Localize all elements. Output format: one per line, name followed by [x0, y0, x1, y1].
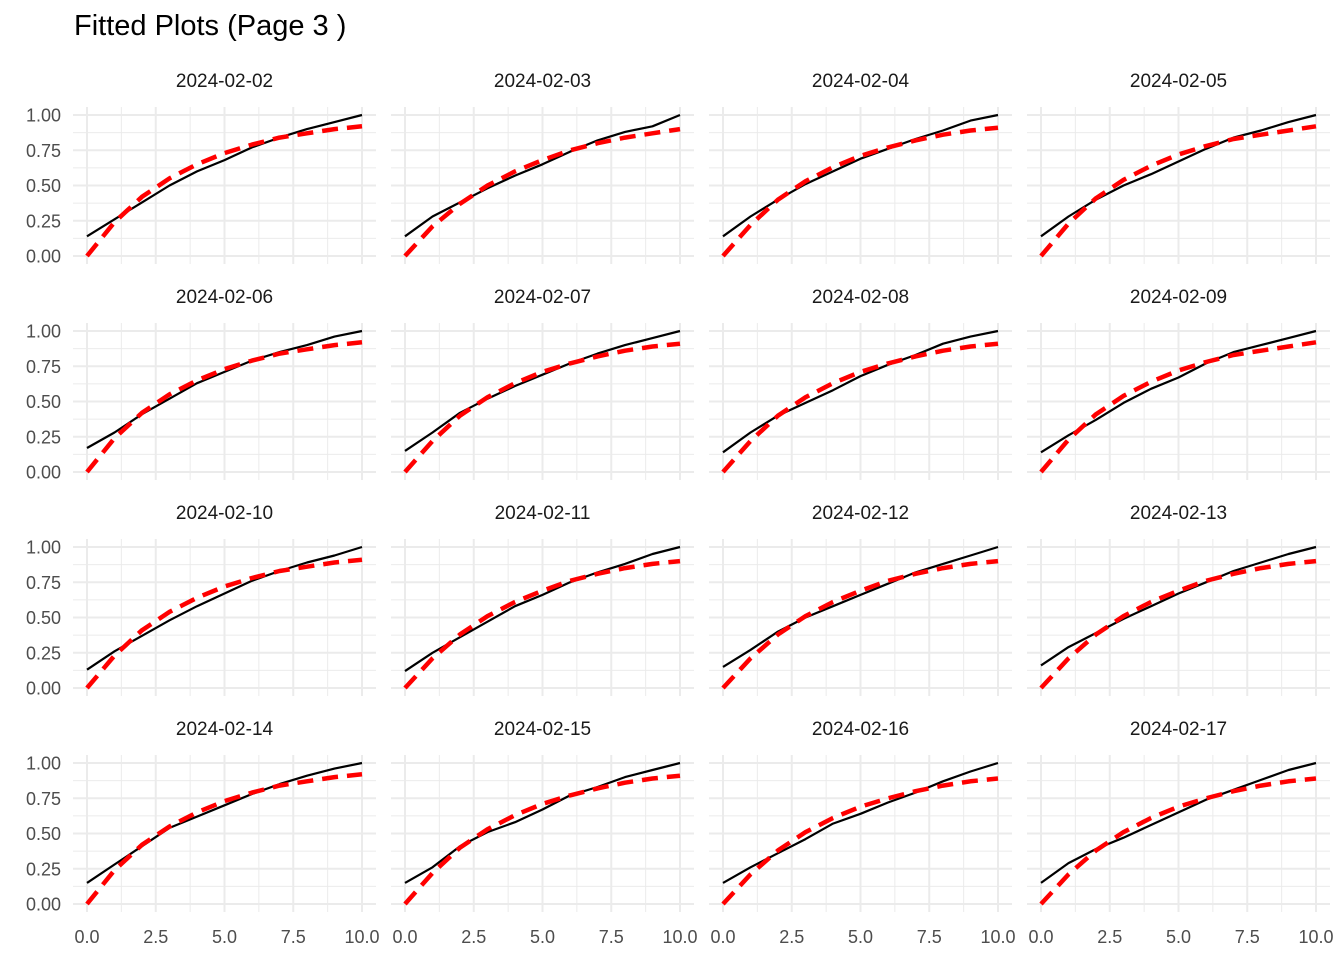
facet-panel: 2024-02-14 0.00 0.25 0.50 0.75 1.00 0.0 2.5 5.0 7…: [26, 719, 380, 947]
facet-panel: 2024-02-11: [391, 503, 694, 696]
y-tick-label: 1.00: [26, 538, 61, 558]
y-tick-label: 1.00: [26, 322, 61, 342]
y-tick-label: 0.50: [26, 176, 61, 196]
y-tick-label: 0.25: [26, 643, 61, 663]
x-tick-label: 10.0: [1298, 927, 1333, 947]
facet-label: 2024-02-13: [1130, 503, 1227, 524]
facet-label: 2024-02-03: [494, 71, 591, 92]
y-tick-label: 0.75: [26, 357, 61, 377]
y-tick-label: 1.00: [26, 754, 61, 774]
x-tick-label: 10.0: [980, 927, 1015, 947]
x-tick-label: 10.0: [344, 927, 379, 947]
y-tick-label: 0.75: [26, 573, 61, 593]
x-tick-label: 5.0: [530, 927, 555, 947]
facet-panel: 2024-02-03: [391, 71, 694, 264]
facet-label: 2024-02-11: [495, 503, 591, 524]
x-tick-label: 7.5: [281, 927, 306, 947]
facet-panel: 2024-02-05: [1027, 71, 1330, 264]
facet-panel: 2024-02-10 0.00 0.25 0.50 0.75 1.00: [26, 503, 376, 699]
y-tick-label: 1.00: [26, 106, 61, 126]
y-tick-label: 0.25: [26, 211, 61, 231]
facet-label: 2024-02-06: [176, 287, 273, 308]
x-tick-label: 5.0: [212, 927, 237, 947]
facet-label: 2024-02-14: [176, 719, 274, 740]
facet-panel: 2024-02-15 0.0 2.5 5.0 7.5 10.0: [391, 719, 698, 947]
facet-label: 2024-02-17: [1130, 719, 1227, 740]
facet-label: 2024-02-02: [176, 71, 273, 92]
y-tick-label: 0.75: [26, 141, 61, 161]
y-tick-label: 0.00: [26, 679, 61, 699]
x-tick-label: 7.5: [1235, 927, 1260, 947]
facet-panel: 2024-02-08: [709, 287, 1012, 480]
y-tick-label: 0.25: [26, 859, 61, 879]
x-tick-label: 7.5: [599, 927, 624, 947]
y-tick-label: 0.50: [26, 608, 61, 628]
x-tick-label: 2.5: [779, 927, 804, 947]
facet-label: 2024-02-10: [176, 503, 273, 524]
facet-panel: 2024-02-07: [391, 287, 694, 480]
y-tick-label: 0.00: [26, 463, 61, 483]
facet-panel: 2024-02-16 0.0 2.5 5.0 7.5 10.0: [709, 719, 1016, 947]
x-tick-label: 0.0: [1028, 927, 1053, 947]
facet-panel: 2024-02-02 0.00 0.25 0.50 0.75 1.00: [26, 71, 376, 267]
y-tick-label: 0.25: [26, 427, 61, 447]
x-tick-label: 7.5: [917, 927, 942, 947]
facet-label: 2024-02-09: [1130, 287, 1227, 308]
facet-label: 2024-02-08: [812, 287, 909, 308]
x-tick-label: 10.0: [662, 927, 697, 947]
facet-label: 2024-02-16: [812, 719, 909, 740]
facet-label: 2024-02-04: [812, 71, 910, 92]
y-tick-label: 0.75: [26, 789, 61, 809]
facet-panel: 2024-02-09: [1027, 287, 1330, 480]
facet-label: 2024-02-07: [494, 287, 591, 308]
facet-panel: 2024-02-12: [709, 503, 1012, 696]
y-tick-label: 0.00: [26, 895, 61, 915]
x-tick-label: 0.0: [74, 927, 99, 947]
x-tick-label: 2.5: [143, 927, 168, 947]
x-tick-label: 5.0: [1166, 927, 1191, 947]
x-tick-label: 2.5: [1097, 927, 1122, 947]
y-tick-label: 0.50: [26, 392, 61, 412]
facet-label: 2024-02-15: [494, 719, 591, 740]
x-tick-label: 0.0: [392, 927, 417, 947]
facet-panel: 2024-02-13: [1027, 503, 1330, 696]
x-tick-label: 0.0: [710, 927, 735, 947]
facet-label: 2024-02-12: [812, 503, 909, 524]
x-tick-label: 2.5: [461, 927, 486, 947]
facet-label: 2024-02-05: [1130, 71, 1227, 92]
facet-panel: 2024-02-06 0.00 0.25 0.50 0.75 1.00: [26, 287, 376, 483]
facet-panel: 2024-02-17 0.0 2.5 5.0 7.5 10.0: [1027, 719, 1334, 947]
y-tick-label: 0.00: [26, 247, 61, 267]
facet-panel: 2024-02-04: [709, 71, 1012, 264]
y-tick-label: 0.50: [26, 824, 61, 844]
x-tick-label: 5.0: [848, 927, 873, 947]
